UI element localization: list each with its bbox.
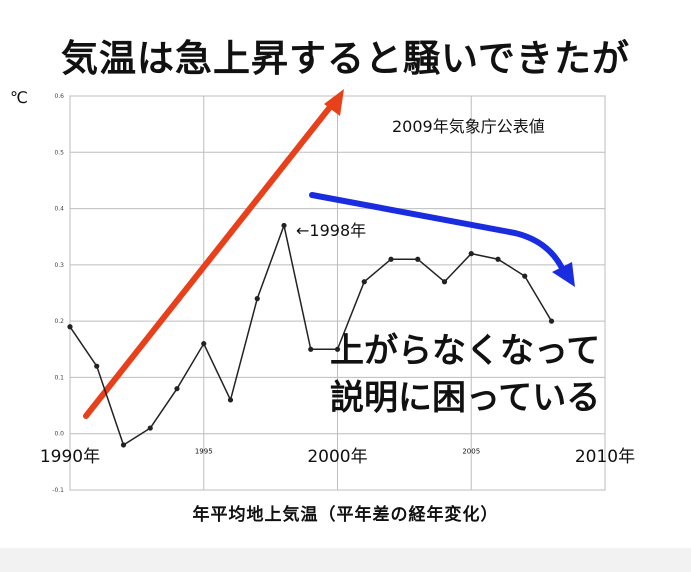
source-note: 2009年気象庁公表値 [392, 117, 545, 136]
fall-arrow-head [552, 262, 575, 287]
arrow-layer [83, 89, 575, 419]
y-tick-label: 0.4 [54, 206, 64, 213]
footer-strip [0, 548, 691, 572]
y-unit-label: ℃ [10, 88, 28, 107]
annotation-line-2: 説明に困っている [330, 378, 601, 418]
data-point [548, 318, 555, 324]
data-point [227, 397, 234, 403]
data-point [495, 256, 501, 262]
series-layer [67, 222, 555, 448]
data-point [522, 273, 528, 279]
rise-arrow-head [324, 89, 344, 116]
y-tick-label: 0.0 [54, 431, 64, 438]
y-tick-label: 0.2 [54, 318, 64, 325]
y-tick-label: 0.1 [54, 374, 64, 381]
data-point [308, 346, 314, 352]
data-point [147, 425, 153, 431]
annotation-line-1: 上がらなくなって [330, 331, 601, 371]
x-tick-label: 2005 [462, 447, 480, 455]
data-point [281, 222, 287, 229]
data-point [361, 279, 367, 285]
data-point [441, 279, 448, 285]
data-point [388, 256, 394, 262]
y-tick-label: 0.3 [54, 262, 64, 269]
data-point [468, 251, 474, 257]
data-point [174, 386, 180, 392]
peak-label-1998: ←1998年 [296, 221, 367, 240]
x-tick-label: 1990年 [40, 447, 100, 467]
grid-layer [69, 95, 606, 491]
data-point [334, 346, 341, 352]
y-tick-label: 0.5 [54, 149, 64, 156]
x-tick-label: 2010年 [575, 447, 635, 467]
data-point [201, 341, 207, 347]
x-tick-label: 2000年 [307, 447, 367, 467]
data-point [94, 363, 100, 369]
y-tick-label: 0.6 [54, 93, 64, 100]
x-tick-label: 1995 [195, 447, 213, 455]
axis-layer: -0.1 0.0 0.1 0.2 0.3 0.4 0.5 0.6 1990年 1995 2000年 2… [40, 93, 635, 494]
data-point [415, 256, 421, 262]
chart-bottom-label: 年平均地上気温（平年差の経年変化） [192, 505, 499, 525]
y-tick-label: -0.1 [52, 487, 64, 494]
fall-arrow-shaft [309, 192, 565, 271]
data-point [254, 296, 260, 302]
data-point [120, 442, 127, 448]
rise-arrow-shaft [83, 99, 337, 419]
data-point [67, 324, 73, 330]
headline: 気温は急上昇すると騒いできたが [61, 37, 630, 80]
